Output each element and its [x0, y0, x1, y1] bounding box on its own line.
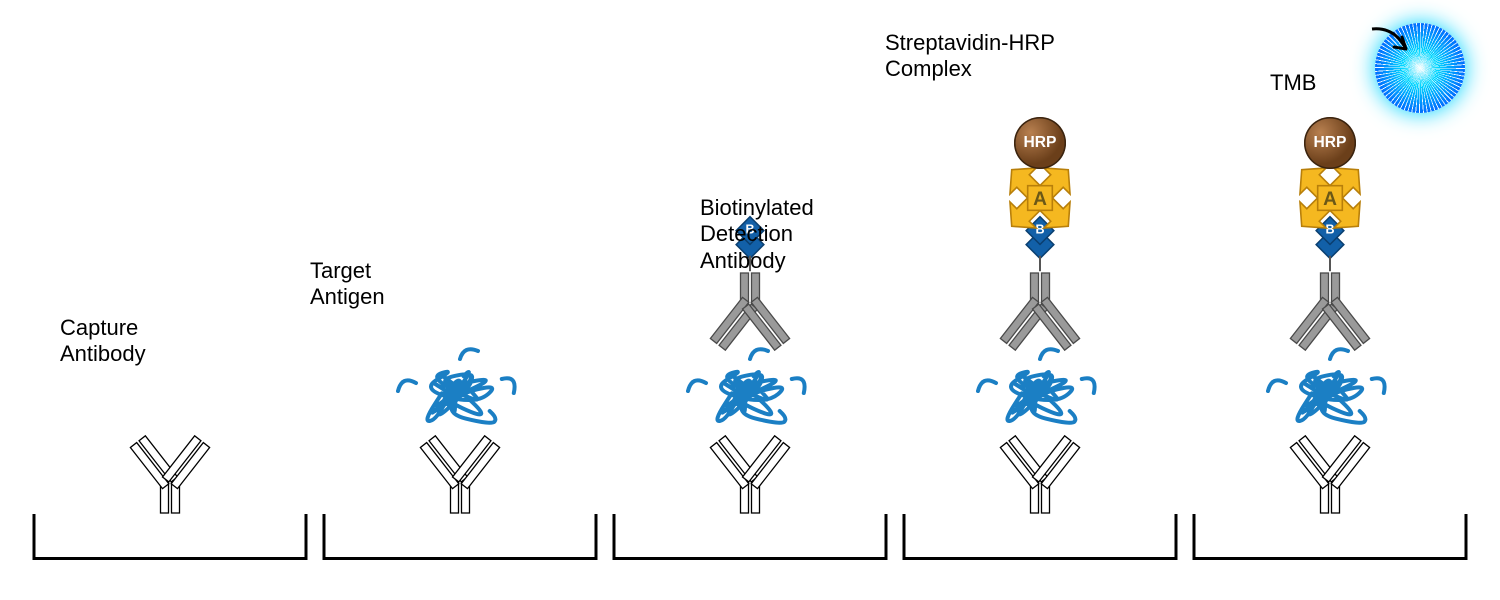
streptavidin: A	[1290, 158, 1370, 243]
capture-antibody	[410, 423, 510, 513]
detection-antibody	[990, 273, 1090, 363]
capture-antibody	[990, 423, 1090, 513]
streptavidin: A	[1000, 158, 1080, 243]
capture-antibody	[120, 423, 220, 513]
panel-1	[30, 40, 310, 560]
panel-3: B	[610, 40, 890, 560]
hrp-enzyme: HRP	[1304, 117, 1356, 169]
well-plate	[900, 510, 1180, 560]
svg-text:A: A	[1323, 189, 1337, 210]
hrp-enzyme: HRP	[1014, 117, 1066, 169]
target-antigen	[985, 355, 1095, 435]
tmb-arrow	[1368, 25, 1416, 64]
panel-label-2: Target Antigen	[310, 258, 385, 311]
panel-5: B	[1190, 40, 1470, 560]
well-plate	[30, 510, 310, 560]
target-antigen	[1275, 355, 1385, 435]
panel-label-5: TMB	[1270, 70, 1316, 96]
well-plate	[1190, 510, 1470, 560]
well-plate	[320, 510, 600, 560]
svg-text:A: A	[1033, 189, 1047, 210]
detection-antibody	[700, 273, 800, 363]
panel-label-1: Capture Antibody	[60, 315, 146, 368]
target-antigen	[695, 355, 805, 435]
panel-label-3: Biotinylated Detection Antibody	[700, 195, 814, 274]
panel-label-4: Streptavidin-HRP Complex	[885, 30, 1055, 83]
panel-4: B	[900, 40, 1180, 560]
well-plate	[610, 510, 890, 560]
detection-antibody	[1280, 273, 1380, 363]
target-antigen	[405, 355, 515, 435]
capture-antibody	[1280, 423, 1380, 513]
capture-antibody	[700, 423, 800, 513]
